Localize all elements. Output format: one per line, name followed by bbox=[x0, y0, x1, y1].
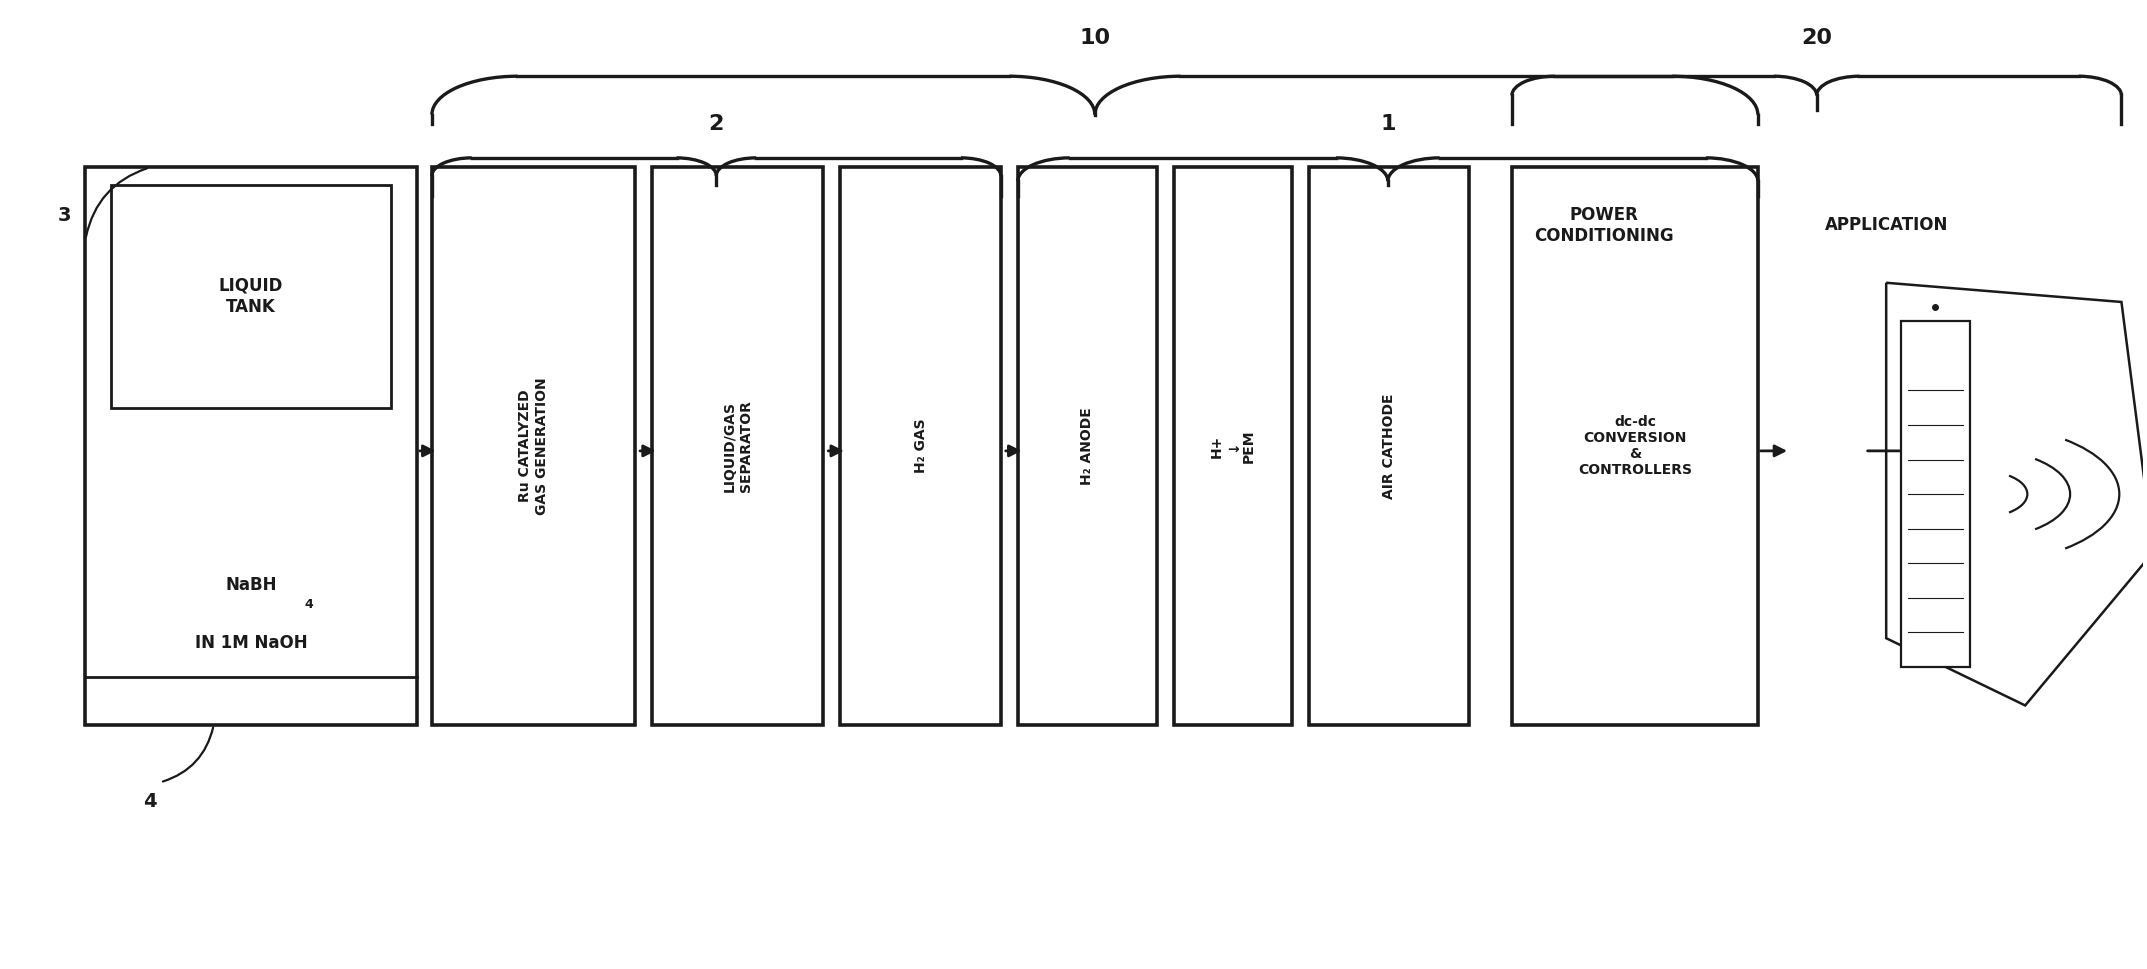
Text: IN 1M NaOH: IN 1M NaOH bbox=[195, 634, 307, 652]
Bar bbox=[1900, 321, 1969, 667]
Text: 1: 1 bbox=[1381, 114, 1396, 135]
Bar bbox=[839, 168, 1001, 725]
Text: 2: 2 bbox=[709, 114, 724, 135]
Text: dc-dc
CONVERSION
&
CONTROLLERS: dc-dc CONVERSION & CONTROLLERS bbox=[1578, 415, 1692, 478]
Text: 4: 4 bbox=[144, 792, 157, 811]
Text: APPLICATION: APPLICATION bbox=[1825, 216, 1947, 234]
Text: AIR CATHODE: AIR CATHODE bbox=[1383, 393, 1396, 499]
Text: 3: 3 bbox=[58, 206, 71, 225]
Bar bbox=[86, 168, 417, 725]
Bar bbox=[1018, 168, 1157, 725]
Bar bbox=[1174, 168, 1292, 725]
Text: POWER
CONDITIONING: POWER CONDITIONING bbox=[1535, 205, 1675, 244]
Text: 20: 20 bbox=[1801, 28, 1831, 47]
Bar bbox=[653, 168, 822, 725]
FancyArrowPatch shape bbox=[86, 169, 146, 236]
Bar bbox=[1310, 168, 1469, 725]
Bar bbox=[432, 168, 636, 725]
Text: LIQUID/GAS
SEPARATOR: LIQUID/GAS SEPARATOR bbox=[724, 400, 754, 492]
FancyArrowPatch shape bbox=[163, 728, 213, 781]
Text: H₂ GAS: H₂ GAS bbox=[915, 419, 928, 474]
Text: H+
↓
PEM: H+ ↓ PEM bbox=[1209, 429, 1256, 463]
Bar bbox=[1511, 168, 1758, 725]
Text: LIQUID
TANK: LIQUID TANK bbox=[219, 277, 283, 316]
Text: 4: 4 bbox=[305, 598, 313, 611]
Text: H₂ ANODE: H₂ ANODE bbox=[1080, 407, 1095, 484]
Bar bbox=[112, 185, 391, 408]
Text: NaBH: NaBH bbox=[225, 577, 277, 594]
Text: 10: 10 bbox=[1080, 28, 1110, 47]
Text: Ru CATALYZED
GAS GENERATION: Ru CATALYZED GAS GENERATION bbox=[517, 377, 550, 515]
